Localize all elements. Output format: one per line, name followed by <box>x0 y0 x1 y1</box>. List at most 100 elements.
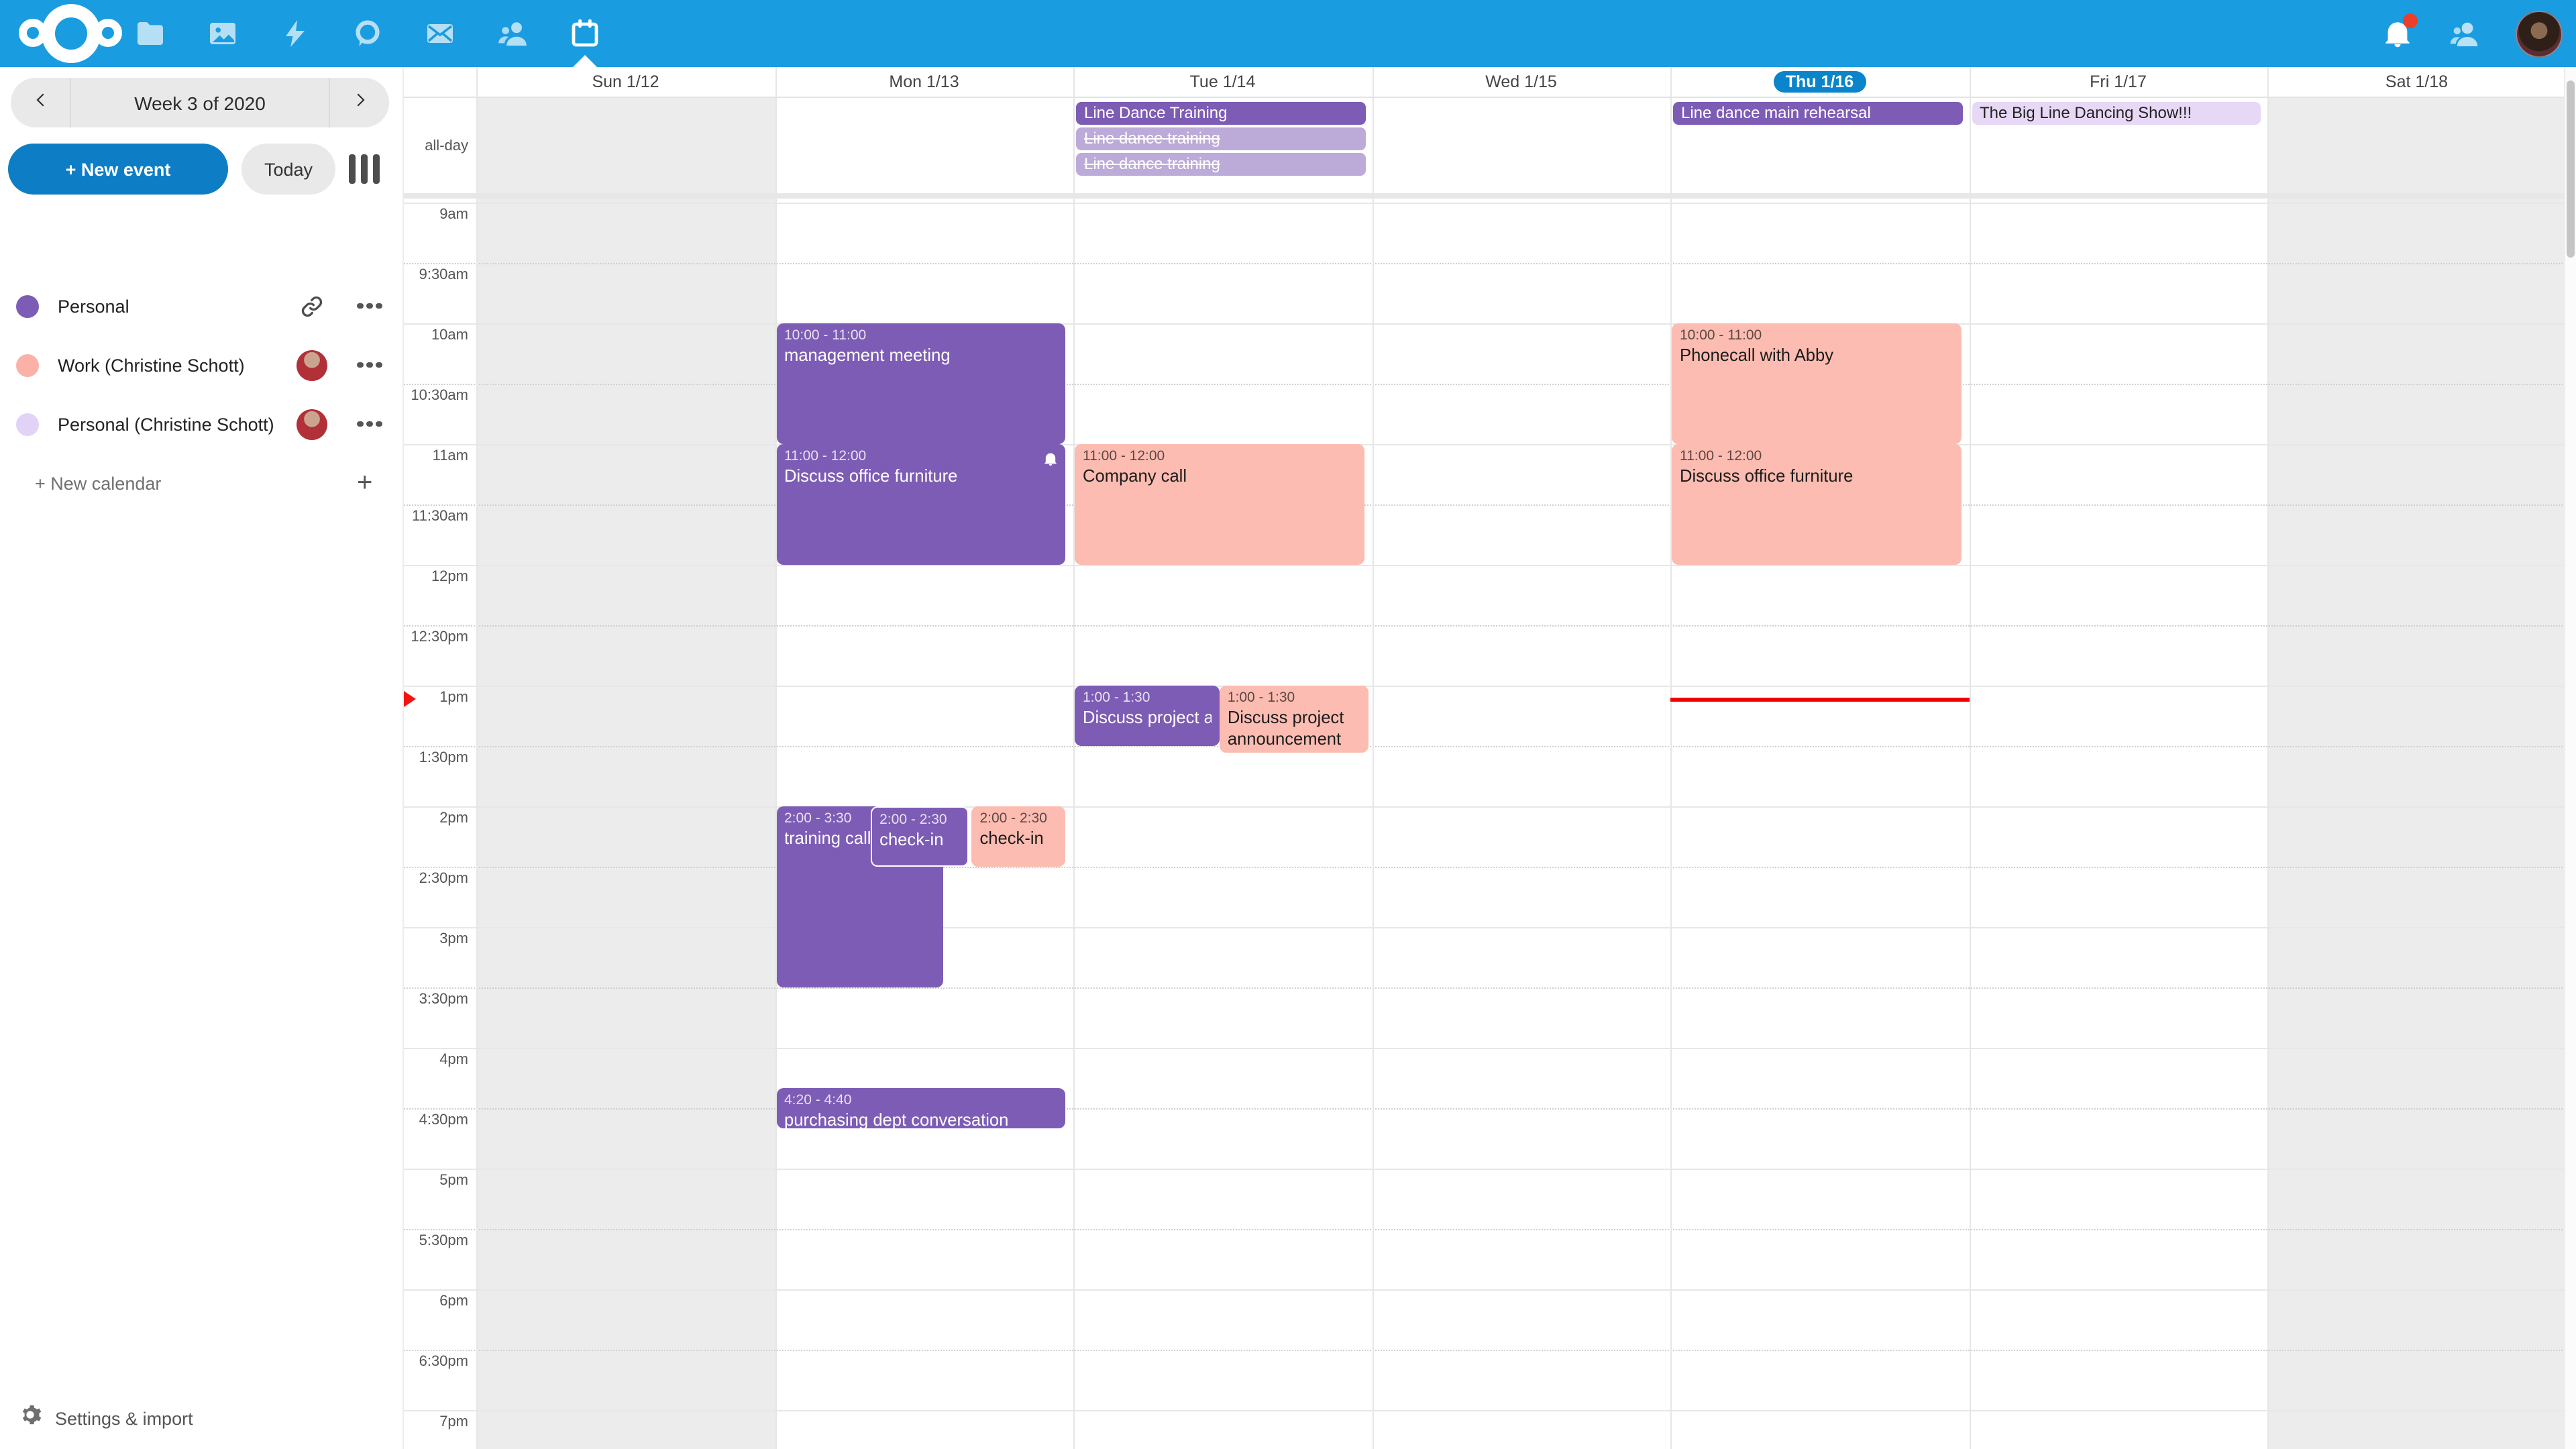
event-title: Company call <box>1083 466 1187 486</box>
calendar-list-item[interactable]: Personal (Christine Schott) <box>0 394 402 453</box>
grid-line <box>402 686 2565 687</box>
column-border <box>1073 199 1075 1449</box>
app-calendar[interactable] <box>569 17 601 50</box>
grid-line <box>402 1048 2565 1049</box>
all-day-event[interactable]: The Big Line Dancing Show!!! <box>1972 102 2261 125</box>
event-title: training call <box>784 828 871 848</box>
grid-line <box>402 1289 2565 1291</box>
all-day-event[interactable]: Line dance training <box>1076 153 1365 176</box>
app-talk[interactable] <box>352 17 384 50</box>
calendar-event[interactable]: 4:20 - 4:40 purchasing dept conversation <box>776 1087 1065 1128</box>
time-label: 5:30pm <box>419 1233 468 1249</box>
column-border <box>476 67 478 97</box>
new-calendar-button[interactable]: + New calendar + <box>0 453 402 513</box>
share-link-icon[interactable] <box>295 290 327 322</box>
time-label: 2:30pm <box>419 871 468 887</box>
vertical-scrollbar[interactable] <box>2564 67 2576 1449</box>
day-header[interactable]: Sun 1/12 <box>476 67 775 97</box>
column-border <box>2267 98 2269 193</box>
grid-line <box>402 384 2565 385</box>
grid-line <box>402 746 2565 747</box>
calendar-color-dot <box>16 354 39 376</box>
contacts-menu-button[interactable] <box>2449 17 2481 50</box>
day-header[interactable]: Sat 1/18 <box>2267 67 2566 97</box>
logo-circle-right <box>94 19 122 47</box>
calendar-color-dot <box>16 413 39 435</box>
event-title: check-in <box>879 829 944 849</box>
calendar-event[interactable]: 2:00 - 2:30 check-in <box>971 806 1066 867</box>
time-grid[interactable]: 9am 9:30am 10am 10:30am 11am 11:30am 12pm 12:30… <box>402 199 2576 1449</box>
event-time: 2:00 - 2:30 <box>879 812 947 828</box>
time-label: 11:30am <box>412 508 468 525</box>
calendar-event[interactable]: 10:00 - 11:00 Phonecall with Abby <box>1672 323 1961 444</box>
calendar-event[interactable]: 11:00 - 12:00 Company call <box>1075 444 1364 565</box>
next-week-button[interactable] <box>329 78 389 127</box>
view-bar-icon <box>373 154 380 184</box>
calendar-actions-menu[interactable] <box>357 362 382 368</box>
event-title: Line Dance Training <box>1084 103 1228 122</box>
day-header[interactable]: Thu 1/16 <box>1670 67 1969 97</box>
event-title: Line dance main rehearsal <box>1681 103 1871 122</box>
day-header-label: Tue 1/14 <box>1189 72 1256 91</box>
calendar-event[interactable]: 10:00 - 11:00 management meeting <box>776 323 1065 444</box>
app-mail[interactable] <box>424 17 456 50</box>
time-label: 1:30pm <box>419 750 468 766</box>
column-border <box>1670 98 1672 193</box>
lightning-icon <box>279 17 311 50</box>
sidebar-buttons: + New event Today <box>8 144 394 195</box>
calendar-list-item[interactable]: Work (Christine Schott) <box>0 335 402 394</box>
all-day-event[interactable]: Line dance training <box>1076 127 1365 150</box>
app-navigation-strip <box>134 0 601 67</box>
app-files[interactable] <box>134 17 166 50</box>
day-header[interactable]: Mon 1/13 <box>775 67 1073 97</box>
day-header[interactable]: Tue 1/14 <box>1073 67 1372 97</box>
calendar-list-item[interactable]: Personal <box>0 276 402 335</box>
calendar-actions-menu[interactable] <box>357 421 382 427</box>
event-title: purchasing dept conversation <box>784 1109 1009 1128</box>
time-label: 4pm <box>439 1052 468 1068</box>
current-time-line <box>1670 698 1969 702</box>
gear-icon <box>19 1403 42 1433</box>
all-day-event[interactable]: Line Dance Training <box>1076 102 1365 125</box>
photos-icon <box>207 17 239 50</box>
calendar-week-view: Sun 1/12 Mon 1/13 Tue 1/14 Wed 1/15 Thu 1/16… <box>402 67 2576 1449</box>
notifications-button[interactable] <box>2381 13 2418 50</box>
weekend-shade <box>476 199 775 1449</box>
settings-import-button[interactable]: Settings & import <box>19 1403 193 1433</box>
user-avatar[interactable] <box>2516 10 2563 57</box>
new-event-button[interactable]: + New event <box>8 144 228 195</box>
nextcloud-logo-icon[interactable] <box>19 4 123 63</box>
app-photos[interactable] <box>207 17 239 50</box>
calendar-actions-menu[interactable] <box>357 303 382 309</box>
app-activity[interactable] <box>279 17 311 50</box>
scrollbar-thumb[interactable] <box>2567 80 2575 258</box>
logo-circle-center <box>42 4 101 63</box>
day-header-row: Sun 1/12 Mon 1/13 Tue 1/14 Wed 1/15 Thu 1/16… <box>402 67 2576 98</box>
week-label[interactable]: Week 3 of 2020 <box>134 92 266 113</box>
previous-week-button[interactable] <box>11 78 71 127</box>
today-button[interactable]: Today <box>241 144 335 195</box>
new-calendar-label: + New calendar <box>35 473 162 493</box>
day-header[interactable]: Wed 1/15 <box>1372 67 1670 97</box>
grid-line <box>402 444 2565 445</box>
calendar-event[interactable]: 2:00 - 2:30 check-in <box>870 806 969 867</box>
all-day-event[interactable]: Line dance main rehearsal <box>1673 102 1962 125</box>
column-border <box>1670 199 1672 1449</box>
column-border <box>775 67 776 97</box>
grid-line <box>402 565 2565 566</box>
day-header[interactable]: Fri 1/17 <box>1969 67 2267 97</box>
view-switcher-button[interactable] <box>349 153 380 185</box>
mail-icon <box>424 17 456 50</box>
alarm-bell-icon <box>1042 449 1059 466</box>
time-label: 12pm <box>431 569 468 585</box>
settings-import-label: Settings & import <box>55 1408 193 1428</box>
time-label: 3pm <box>439 931 468 947</box>
week-navigation: Week 3 of 2020 <box>11 78 389 127</box>
calendar-event[interactable]: 11:00 - 12:00 Discuss office furniture <box>1672 444 1961 565</box>
day-header-label: Sat 1/18 <box>2385 72 2449 91</box>
app-contacts[interactable] <box>496 17 529 50</box>
all-day-row: all-day Line Dance Training Line dance tr… <box>402 98 2576 199</box>
calendar-event[interactable]: 11:00 - 12:00 Discuss office furniture <box>776 444 1065 565</box>
